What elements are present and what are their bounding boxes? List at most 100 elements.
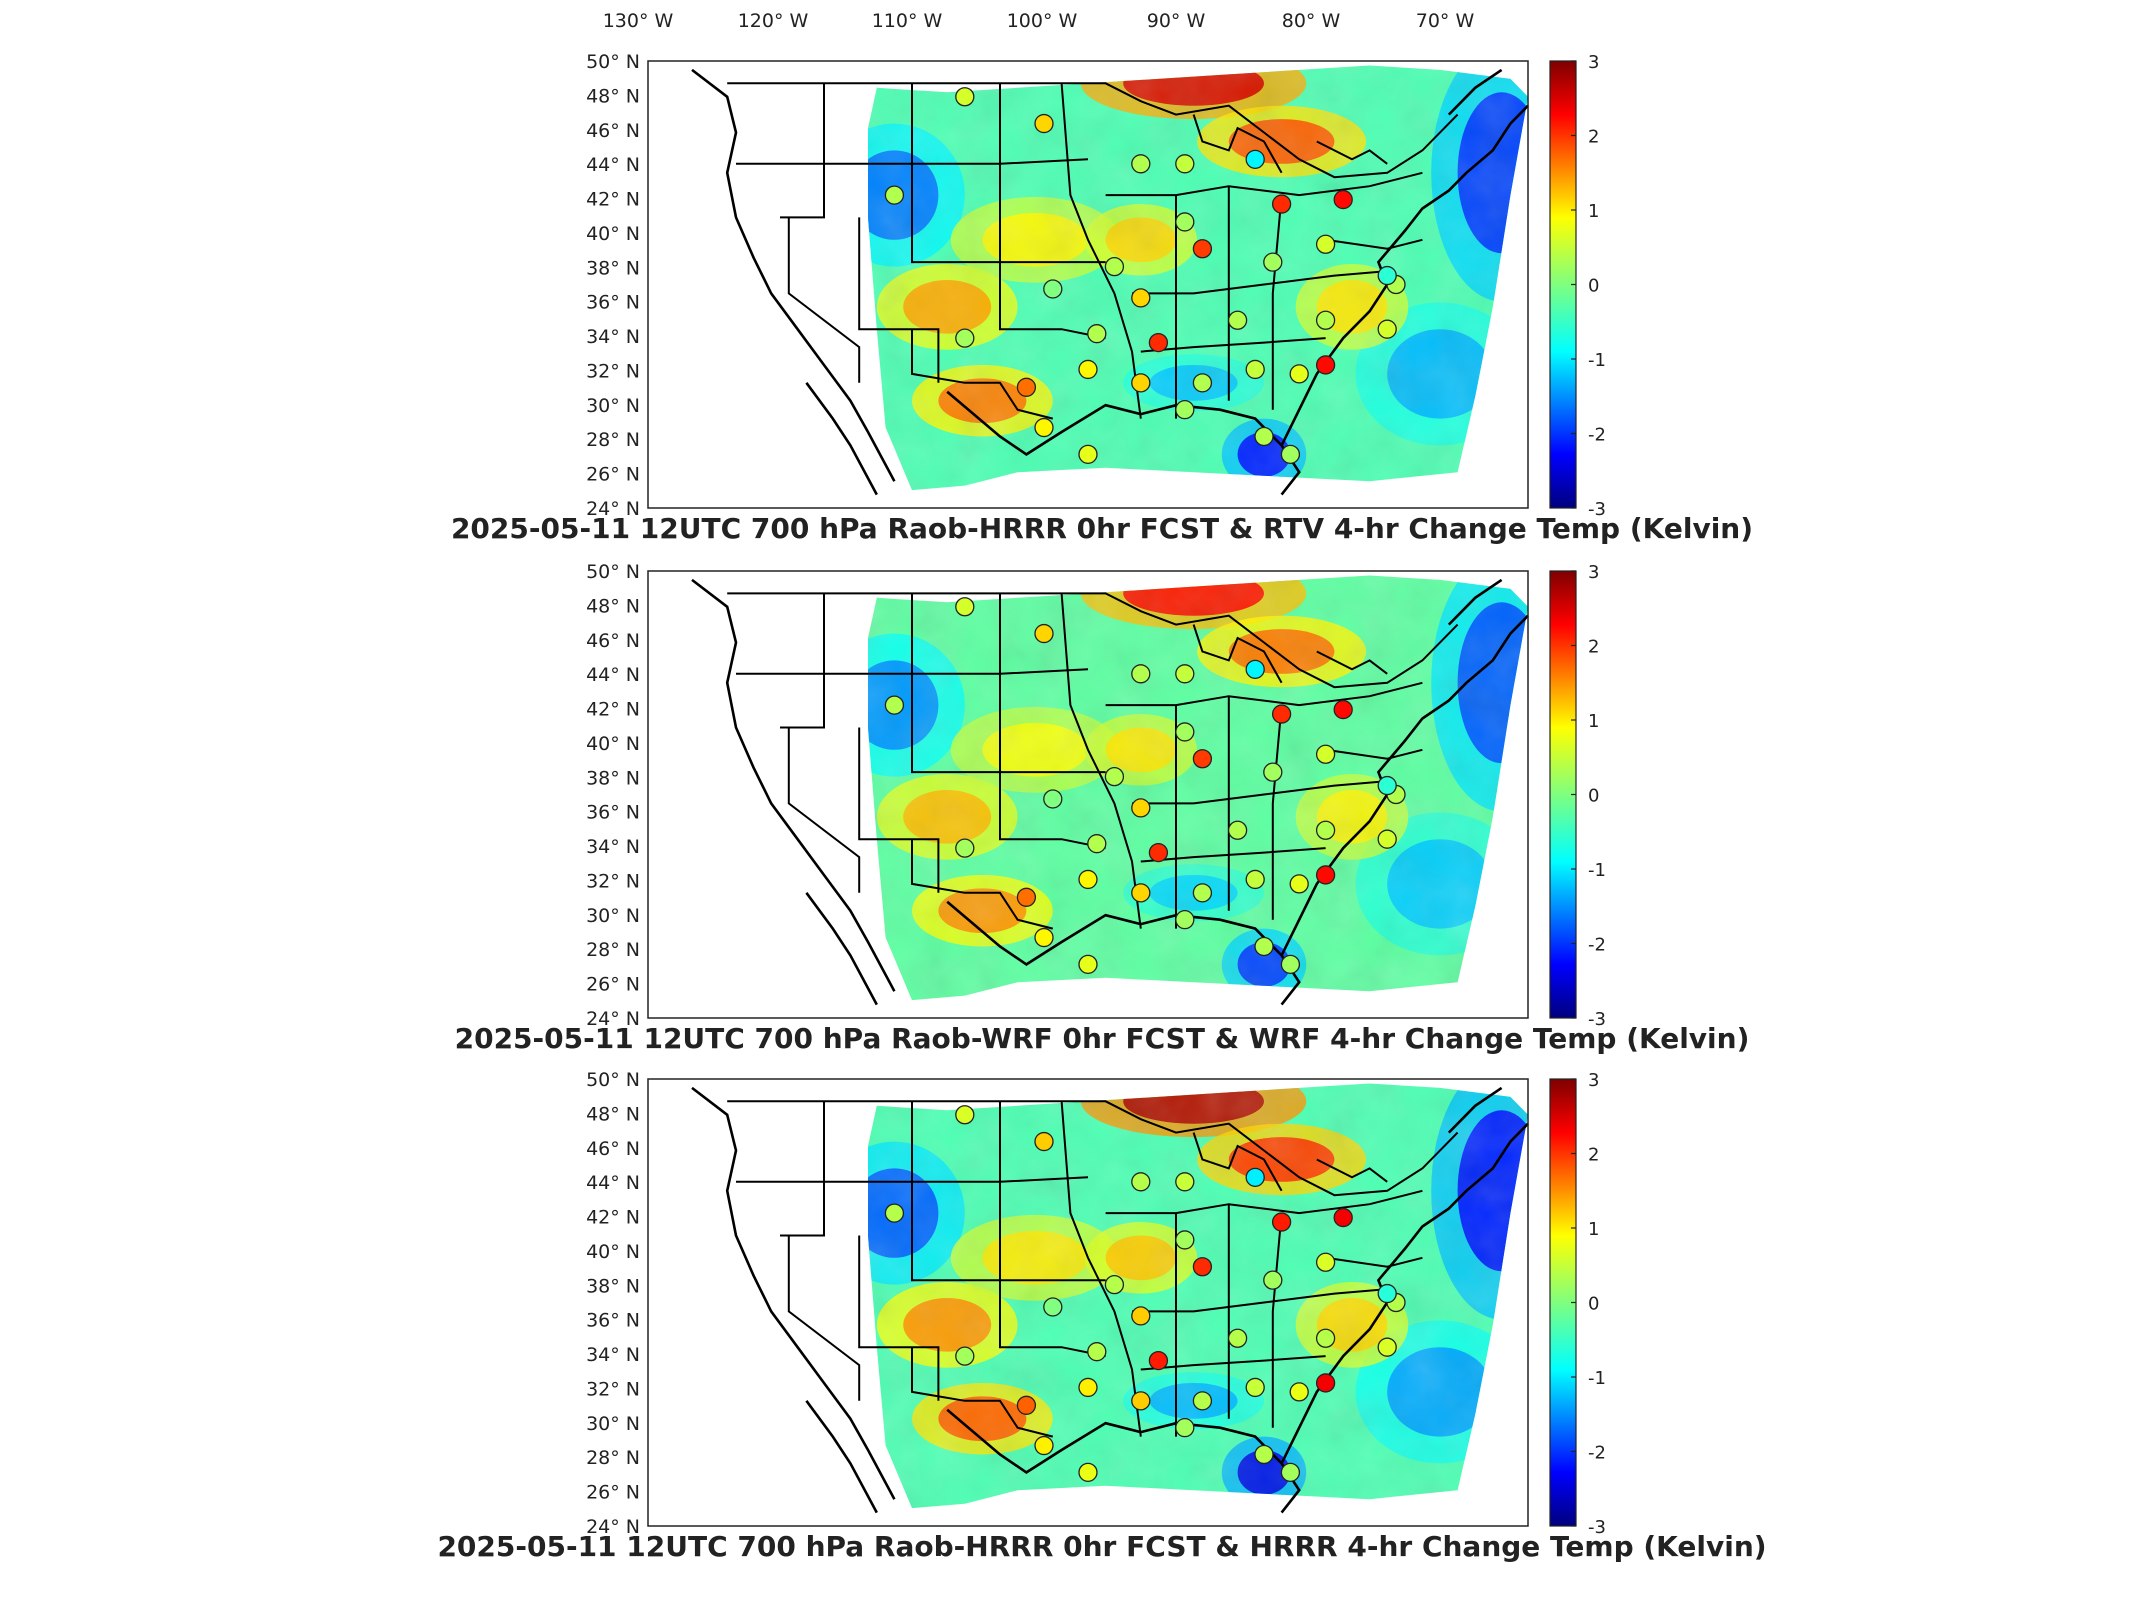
lat-label-6: 38° N: [586, 1275, 640, 1297]
raob-station-marker: [1078, 444, 1098, 465]
raob-station-marker: [1131, 883, 1151, 903]
lat-label-10: 30° N: [586, 905, 640, 927]
colorbar-tick-1: 2: [1588, 637, 1599, 658]
raob-stations: [884, 1105, 1406, 1483]
raob-station-marker: [1104, 766, 1125, 787]
raob-station-marker: [1043, 279, 1063, 299]
lat-label-11: 28° N: [586, 429, 640, 451]
raob-station-marker: [1263, 252, 1283, 272]
colorbar-tick-0: 3: [1588, 1070, 1599, 1091]
raob-station-marker: [1087, 834, 1107, 854]
raob-station-marker: [1271, 1212, 1292, 1232]
raob-stations: [884, 87, 1406, 465]
colorbar-tick-2: 1: [1588, 1219, 1599, 1240]
lon-label-5: 80° W: [1282, 10, 1341, 32]
raob-station-marker: [1016, 377, 1037, 397]
colorbar-tick-6: -3: [1588, 499, 1606, 520]
raob-station-marker: [1131, 373, 1151, 393]
raob-station-marker: [955, 597, 975, 617]
raob-station-marker: [1254, 936, 1274, 957]
latitude-labels: 50° N 48° N 46° N 44° N 42° N 40° N 38° N 36° N…: [586, 51, 640, 520]
colorbar-tick-1: 2: [1588, 1145, 1599, 1166]
raob-station-marker: [1289, 874, 1309, 894]
state-borders: [727, 82, 1459, 420]
raob-station-marker: [1016, 1395, 1037, 1415]
raob-station-marker: [1148, 1350, 1169, 1371]
raob-station-marker: [1271, 194, 1292, 214]
raob-station-marker: [1315, 1252, 1336, 1272]
raob-station-marker: [955, 87, 975, 107]
lat-label-8: 34° N: [586, 1344, 640, 1366]
colorbar-tick-5: -2: [1588, 1443, 1606, 1464]
raob-station-marker: [955, 1105, 975, 1125]
longitude-labels: 130° W 120° W 110° W 100° W 90° W 80° W …: [603, 10, 1475, 32]
raob-station-marker: [1131, 154, 1151, 174]
raob-station-marker: [1192, 239, 1213, 259]
raob-station-marker: [1034, 113, 1054, 134]
lat-label-13: 24° N: [586, 1516, 640, 1538]
raob-station-marker: [1034, 417, 1054, 438]
raob-station-marker: [1087, 324, 1107, 344]
map-panel-1: 50° N 48° N 46° N 44° N 42° N 40° N 38° N 36° N…: [451, 51, 1753, 545]
colorbar: 3 2 1 0 -1 -2 -3: [1549, 1070, 1606, 1538]
raob-station-marker: [1377, 265, 1397, 286]
raob-station-marker: [1245, 1377, 1265, 1398]
raob-station-marker: [1315, 355, 1336, 375]
raob-station-marker: [1175, 722, 1195, 742]
raob-station-marker: [1175, 212, 1195, 232]
raob-station-marker: [1192, 1257, 1213, 1277]
raob-station-marker: [1078, 1462, 1098, 1483]
raob-station-marker: [1315, 1328, 1336, 1348]
raob-station-marker: [1192, 749, 1213, 769]
lat-label-12: 26° N: [586, 464, 640, 486]
lat-label-2: 46° N: [586, 1138, 640, 1160]
lat-label-10: 30° N: [586, 395, 640, 417]
raob-station-marker: [1333, 699, 1353, 720]
lat-label-0: 50° N: [586, 1069, 640, 1091]
map-panel-2: 50° N 48° N 46° N 44° N 42° N 40° N 38° N 36° N…: [455, 561, 1750, 1055]
raob-station-marker: [1175, 910, 1195, 930]
raob-station-marker: [1227, 820, 1248, 840]
raob-station-marker: [1227, 310, 1248, 330]
raob-station-marker: [1131, 1306, 1151, 1326]
lat-label-5: 40° N: [586, 733, 640, 755]
raob-station-marker: [1131, 798, 1151, 818]
raob-station-marker: [1315, 1373, 1336, 1393]
raob-station-marker: [1315, 234, 1336, 254]
lat-label-9: 32° N: [586, 1378, 640, 1400]
panel-title-2: 2025-05-11 12UTC 700 hPa Raob-WRF 0hr FC…: [455, 1022, 1750, 1055]
lat-label-12: 26° N: [586, 1482, 640, 1504]
colorbar-tick-4: -1: [1588, 350, 1606, 371]
raob-station-marker: [1254, 1444, 1274, 1465]
raob-station-marker: [1333, 189, 1353, 210]
raob-station-marker: [1263, 1270, 1283, 1290]
raob-station-marker: [1034, 1435, 1054, 1456]
colorbar-tick-5: -2: [1588, 425, 1606, 446]
lat-label-1: 48° N: [586, 1103, 640, 1125]
raob-station-marker: [1043, 1297, 1063, 1317]
lat-label-0: 50° N: [586, 561, 640, 583]
raob-station-marker: [1377, 1283, 1397, 1304]
lat-label-2: 46° N: [586, 630, 640, 652]
lat-label-6: 38° N: [586, 767, 640, 789]
map-panel-3: 50° N 48° N 46° N 44° N 42° N 40° N 38° N 36° N…: [437, 1069, 1766, 1563]
raob-station-marker: [1078, 869, 1098, 890]
raob-station-marker: [1148, 332, 1169, 353]
raob-station-marker: [1289, 364, 1309, 384]
lat-label-5: 40° N: [586, 223, 640, 245]
lat-label-4: 42° N: [586, 699, 640, 721]
colorbar-tick-6: -3: [1588, 1009, 1606, 1030]
lat-label-12: 26° N: [586, 974, 640, 996]
colorbar-tick-0: 3: [1588, 52, 1599, 73]
raob-station-marker: [1377, 319, 1397, 339]
lat-label-8: 34° N: [586, 836, 640, 858]
lon-label-1: 120° W: [738, 10, 809, 32]
lon-label-0: 130° W: [603, 10, 674, 32]
lat-label-7: 36° N: [586, 1310, 640, 1332]
lat-label-3: 44° N: [586, 1172, 640, 1194]
colorbar: 3 2 1 0 -1 -2 -3: [1549, 562, 1606, 1030]
lat-label-13: 24° N: [586, 1008, 640, 1030]
colorbar: 3 2 1 0 -1 -2 -3: [1549, 52, 1606, 520]
raob-station-marker: [1175, 664, 1195, 684]
